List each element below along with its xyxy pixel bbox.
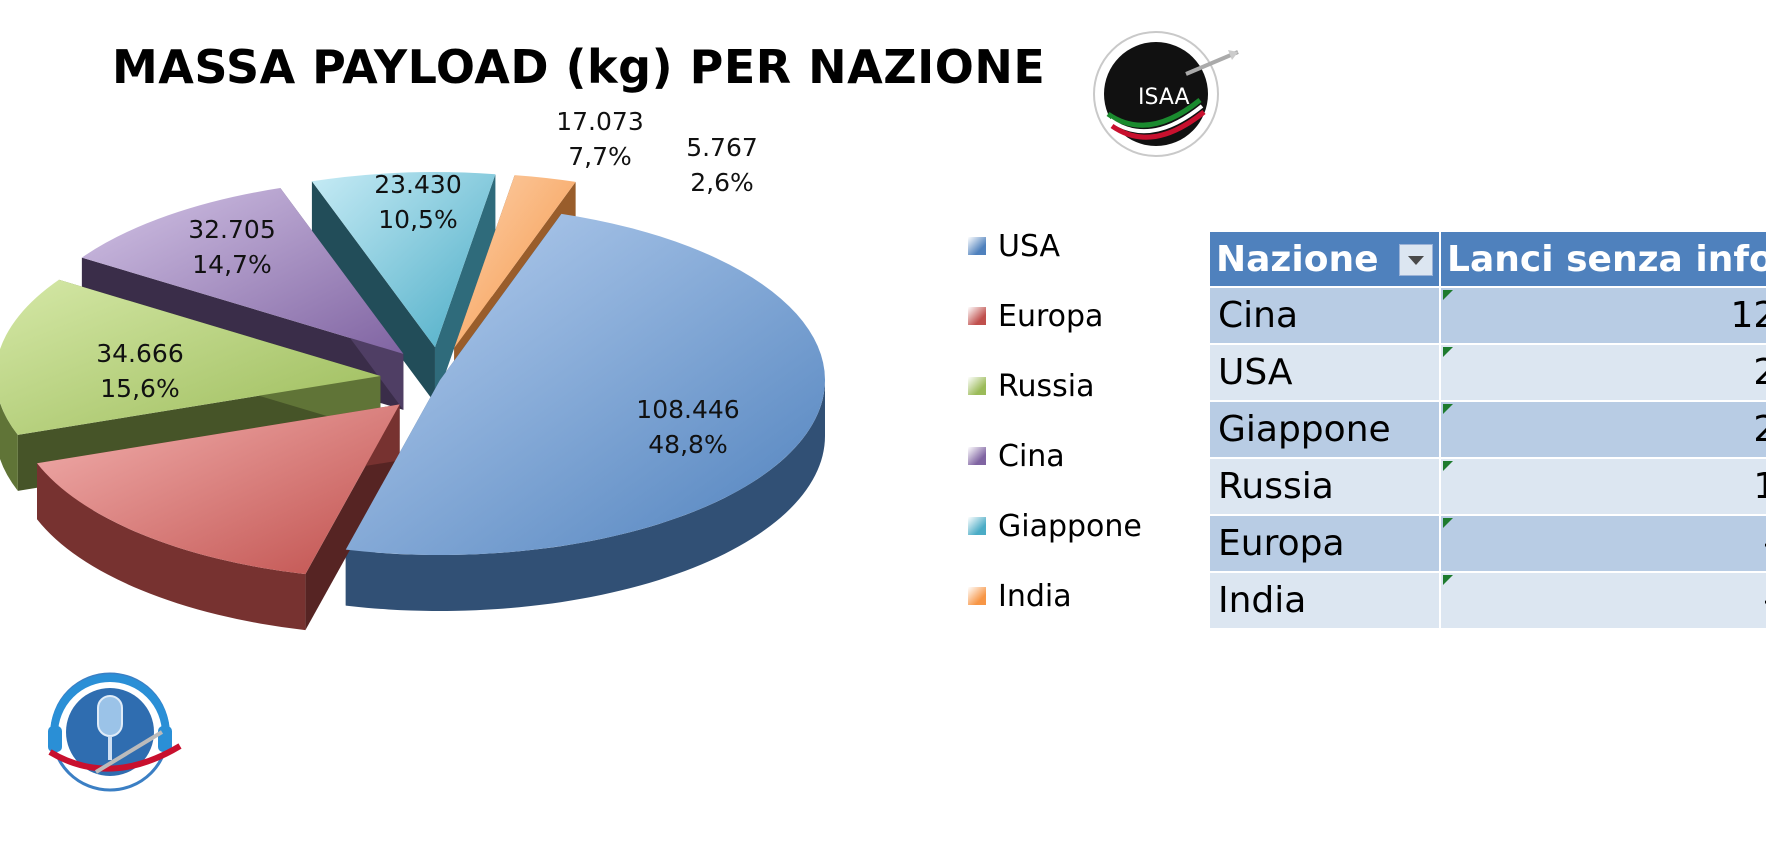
error-indicator-icon — [1443, 347, 1454, 357]
legend-label: Cina — [998, 438, 1065, 474]
slice-value-label-usa: 108.446 — [636, 395, 739, 424]
lanci-table: Nazione Lanci senza info Cina 12 USA 2 Giapp… — [1210, 232, 1766, 628]
legend-swatch — [968, 377, 986, 395]
cell-lanci: 2 — [1440, 343, 1766, 401]
header-nazione: Nazione — [1210, 232, 1442, 287]
header-lanci: Lanci senza info — [1440, 232, 1766, 287]
cell-lanci-value: - — [1763, 580, 1766, 621]
legend-label: USA — [998, 228, 1061, 264]
legend-item-europa: Europa — [968, 296, 1103, 336]
cell-lanci-value: 1 — [1753, 466, 1766, 507]
slice-value-label-russia: 32.705 — [188, 215, 275, 244]
cell-lanci-value: 12 — [1730, 295, 1766, 336]
pie-wall-usa — [345, 380, 825, 611]
legend-item-giappone: Giappone — [968, 506, 1142, 546]
slice-value-label-cina: 23.430 — [374, 170, 461, 199]
filter-dropdown-icon[interactable] — [1399, 243, 1434, 276]
header-nazione-label: Nazione — [1216, 239, 1379, 281]
legend-swatch — [968, 307, 986, 325]
table-row: Europa - — [1210, 514, 1766, 572]
table-row: Giappone 2 — [1210, 400, 1766, 458]
legend-swatch — [968, 517, 986, 535]
cell-lanci: 2 — [1440, 400, 1766, 458]
pie-slice-usa — [345, 213, 825, 555]
cell-nazione: Russia — [1210, 457, 1442, 515]
legend-item-usa: USA — [968, 226, 1060, 266]
slice-percent-label-europa: 15,6% — [100, 374, 179, 403]
pie-wall-europa — [37, 463, 306, 631]
cell-lanci-value: 2 — [1753, 409, 1766, 450]
cell-lanci-value: 2 — [1753, 352, 1766, 393]
error-indicator-icon — [1443, 290, 1454, 300]
slice-value-label-giappone: 17.073 — [556, 107, 643, 136]
legend-swatch — [968, 587, 986, 605]
slice-percent-label-usa: 48,8% — [648, 430, 727, 459]
slice-value-label-india: 5.767 — [686, 133, 758, 162]
legend-item-russia: Russia — [968, 366, 1095, 406]
legend-label: India — [998, 578, 1072, 614]
pie-slice-russia — [0, 279, 381, 435]
cell-nazione: Cina — [1210, 286, 1442, 344]
pie-slice-india — [454, 175, 576, 348]
cell-nazione: Giappone — [1210, 400, 1442, 458]
slice-value-label-europa: 34.666 — [96, 339, 183, 368]
error-indicator-icon — [1443, 575, 1454, 585]
isaa-logo-icon: ISAA — [1093, 31, 1239, 157]
legend-label: Giappone — [998, 508, 1142, 544]
error-indicator-icon — [1443, 518, 1454, 528]
cell-nazione: Europa — [1210, 514, 1442, 572]
legend-label: Russia — [998, 368, 1095, 404]
pie-slice-giappone — [311, 172, 496, 348]
cell-nazione: USA — [1210, 343, 1442, 401]
table-header-row: Nazione Lanci senza info — [1210, 232, 1766, 287]
pie-slice-europa — [37, 404, 400, 575]
pie-chart: 108.446 48,8% 34.666 15,6% 32.705 14,7% 23.430… — [0, 107, 825, 631]
cell-lanci: 12 — [1440, 286, 1766, 344]
slice-percent-label-cina: 10,5% — [378, 205, 457, 234]
isaa-logo-text: ISAA — [1138, 85, 1190, 110]
legend-swatch — [968, 237, 986, 255]
radio-astronautica-logo-icon — [48, 672, 182, 792]
header-lanci-label: Lanci senza info — [1447, 239, 1766, 281]
pie-side-giappone — [434, 174, 496, 404]
table-row: USA 2 — [1210, 343, 1766, 401]
slice-percent-label-giappone: 7,7% — [568, 142, 632, 171]
legend-swatch — [968, 447, 986, 465]
cell-lanci: - — [1440, 571, 1766, 628]
slice-percent-label-india: 2,6% — [690, 168, 754, 197]
table-row: India - — [1210, 571, 1766, 628]
pie-side-giappone — [311, 181, 435, 404]
cell-lanci-value: - — [1763, 523, 1766, 564]
error-indicator-icon — [1443, 404, 1454, 414]
error-indicator-icon — [1443, 461, 1454, 471]
legend-label: Europa — [998, 298, 1104, 334]
chart-title: MASSA PAYLOAD (kg) PER NAZIONE — [112, 40, 1046, 94]
cell-nazione: India — [1210, 571, 1442, 628]
slice-percent-label-russia: 14,7% — [192, 250, 271, 279]
table-row: Russia 1 — [1210, 457, 1766, 515]
legend-item-cina: Cina — [968, 436, 1065, 476]
pie-slice-cina — [81, 188, 404, 354]
cell-lanci: - — [1440, 514, 1766, 572]
pie-wall-russia — [0, 402, 18, 491]
legend-item-india: India — [968, 576, 1072, 616]
cell-lanci: 1 — [1440, 457, 1766, 515]
table-row: Cina 12 — [1210, 286, 1766, 344]
